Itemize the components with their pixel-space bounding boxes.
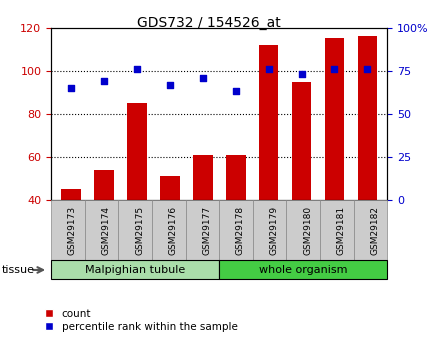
Text: GSM29182: GSM29182 [370, 206, 379, 255]
Bar [193, 155, 213, 200]
Bar [94, 170, 114, 200]
Text: GSM29175: GSM29175 [135, 206, 144, 255]
Text: GSM29178: GSM29178 [236, 206, 245, 255]
Text: GSM29176: GSM29176 [169, 206, 178, 255]
Point [199, 75, 206, 80]
Bar [291, 81, 312, 200]
Bar [61, 189, 81, 200]
Point [331, 66, 338, 72]
Legend: count, percentile rank within the sample: count, percentile rank within the sample [41, 305, 242, 336]
Text: GDS732 / 154526_at: GDS732 / 154526_at [137, 16, 281, 30]
Bar [127, 103, 147, 200]
Point [100, 78, 107, 84]
Point [166, 82, 173, 87]
Point [67, 85, 74, 91]
Point [133, 66, 140, 72]
Text: GSM29173: GSM29173 [68, 206, 77, 255]
Text: Malpighian tubule: Malpighian tubule [85, 265, 185, 275]
Bar [324, 38, 344, 200]
Bar [226, 155, 246, 200]
Text: GSM29174: GSM29174 [101, 206, 110, 255]
Bar [259, 45, 279, 200]
Text: whole organism: whole organism [259, 265, 348, 275]
Text: tissue: tissue [2, 265, 35, 275]
Point [232, 89, 239, 94]
Bar [160, 176, 180, 200]
Point [298, 71, 305, 77]
Bar [357, 36, 377, 200]
Point [364, 66, 371, 72]
Text: GSM29181: GSM29181 [337, 206, 346, 255]
Text: GSM29179: GSM29179 [270, 206, 279, 255]
Point [265, 66, 272, 72]
Text: GSM29180: GSM29180 [303, 206, 312, 255]
Text: GSM29177: GSM29177 [202, 206, 211, 255]
